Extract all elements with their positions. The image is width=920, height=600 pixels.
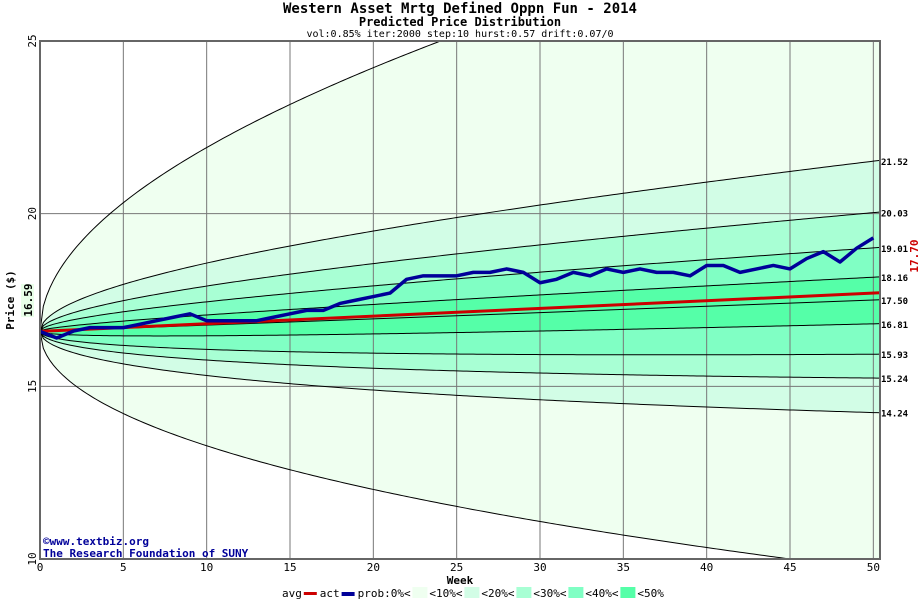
percentile-end-label: 15.93 — [881, 351, 908, 361]
avg-line — [40, 291, 880, 333]
legend-band-label-4: <50% — [637, 587, 664, 600]
percentile-line — [40, 331, 880, 356]
percentile-end-label: 19.01 — [881, 245, 908, 255]
legend-band-swatch-3 — [568, 587, 584, 598]
actual-price-line — [40, 236, 875, 340]
legend-avg-swatch — [303, 592, 317, 595]
percentile-line — [40, 246, 880, 332]
percentile-end-label: 21.52 — [881, 158, 908, 168]
percentile-end-label: 16.81 — [881, 321, 908, 331]
percentile-line — [40, 323, 880, 337]
y-tick-label: 20 — [26, 207, 39, 220]
legend-avg-label: avg — [282, 587, 302, 600]
chart-title: Western Asset Mrtg Defined Oppn Fun - 20… — [283, 1, 637, 17]
y-axis-label: Price ($) — [4, 270, 17, 330]
credit-site: ©www.textbiz.org — [43, 535, 149, 548]
percentile-line — [40, 331, 880, 414]
chart-subtitle: Predicted Price Distribution — [359, 15, 561, 29]
legend-band-swatch-4 — [620, 587, 636, 598]
x-tick-label: 50 — [867, 561, 880, 574]
legend-band-label-0: <10%< — [429, 587, 462, 600]
x-tick-label: 0 — [37, 561, 44, 574]
x-tick-label: 40 — [700, 561, 713, 574]
percentile-end-label: 14.24 — [881, 410, 909, 420]
x-tick-label: 20 — [367, 561, 380, 574]
legend-band-swatch-2 — [516, 587, 532, 598]
start-price-label: 16.59 — [22, 283, 35, 316]
percentile-end-label: 20.03 — [881, 210, 908, 220]
plot-frame — [39, 40, 881, 560]
chart-params: vol:0.85% iter:2000 step:10 hurst:0.57 d… — [306, 29, 613, 40]
percentile-line — [40, 331, 880, 379]
percentile-end-label: 17.50 — [881, 297, 908, 307]
percentile-line — [40, 41, 442, 332]
legend-act-label: act — [320, 587, 340, 600]
x-tick-label: 10 — [200, 561, 213, 574]
axes: 0 5 10 15 20 25 30 35 40 45 50 10 15 20 25 21.52 20.03 19… — [26, 34, 909, 574]
legend-band-swatch-0 — [412, 587, 428, 598]
legend: avg act prob:0%< <10%< <20%< <30%< <40%< <50% — [282, 587, 664, 600]
y-tick-label: 10 — [26, 552, 39, 565]
legend-band-label-3: <40%< — [585, 587, 618, 600]
percentile-line — [40, 159, 880, 332]
y-tick-label: 25 — [26, 34, 39, 47]
bands-group — [40, 41, 880, 559]
legend-prob-label: prob:0%< — [358, 587, 411, 600]
legend-band-swatch-1 — [464, 587, 480, 598]
legend-band-label-1: <20%< — [481, 587, 514, 600]
legend-act-swatch — [341, 592, 355, 596]
start-price-bg — [21, 284, 34, 317]
percentile-line — [40, 331, 794, 559]
x-tick-label: 35 — [617, 561, 630, 574]
x-tick-label: 25 — [450, 561, 463, 574]
plot-area — [40, 41, 880, 559]
percentile-end-label: 18.16 — [881, 274, 908, 284]
x-tick-label: 45 — [783, 561, 796, 574]
y-tick-label: 15 — [26, 380, 39, 393]
legend-band-label-2: <30%< — [533, 587, 566, 600]
x-tick-label: 15 — [283, 561, 296, 574]
percentile-end-label: 15.24 — [881, 375, 909, 385]
credit-org: The Research Foundation of SUNY — [43, 547, 249, 560]
x-tick-label: 5 — [120, 561, 127, 574]
x-axis-label: Week — [447, 574, 474, 587]
end-avg-label: 17.70 — [908, 239, 920, 272]
x-tick-label: 30 — [533, 561, 546, 574]
percentile-line — [40, 211, 880, 332]
